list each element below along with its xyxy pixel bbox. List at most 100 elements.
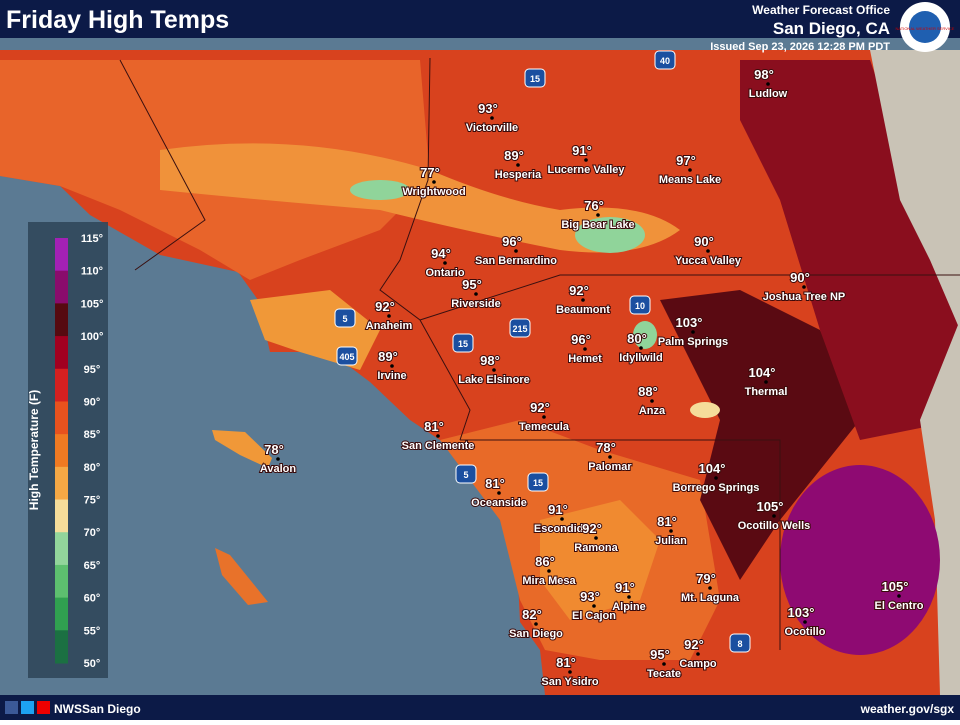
highway-label: 15: [458, 339, 468, 349]
logo-inner: [909, 11, 941, 43]
legend-tick: 65°: [84, 560, 101, 572]
city-name: Wrightwood: [402, 186, 465, 198]
city-dot: [772, 514, 776, 518]
city-temp: 96°: [571, 332, 591, 347]
legend-band: [55, 303, 68, 337]
city-dot: [708, 586, 712, 590]
city-temp: 77°: [420, 165, 440, 180]
city-dot: [650, 399, 654, 403]
header-bar: [0, 0, 960, 38]
social: NWSSan Diego: [54, 702, 141, 716]
city-temp: 81°: [424, 419, 444, 434]
city-temp: 98°: [480, 353, 500, 368]
location: San Diego, CA: [773, 19, 890, 38]
desert-hot: [660, 290, 860, 580]
city-dot: [474, 292, 478, 296]
city-name: San Ysidro: [541, 676, 599, 688]
highway-shield: [527, 472, 549, 492]
icon: [37, 701, 50, 714]
city-temp: 104°: [699, 461, 726, 476]
legend-band: [55, 532, 68, 566]
city-temp: 78°: [264, 442, 284, 457]
footer-bar: [0, 695, 960, 720]
city-name: Anza: [639, 405, 666, 417]
imperial-hot: [780, 465, 940, 655]
city-name: Escondido: [534, 523, 591, 535]
logo-text: NATIONAL WEATHER SERVICE: [896, 26, 955, 31]
city-name: Temecula: [519, 421, 570, 433]
city-name: Borrego Springs: [673, 482, 760, 494]
legend-tick: 55°: [84, 625, 101, 637]
city-name: Mira Mesa: [522, 575, 576, 587]
highway-label: 10: [635, 301, 645, 311]
city-temp: 92°: [569, 283, 589, 298]
city-dot: [608, 455, 612, 459]
highway-shield: [452, 333, 474, 353]
highway-label: 15: [530, 74, 540, 84]
city-dot: [547, 569, 551, 573]
city-dot: [594, 536, 598, 540]
city-temp: 92°: [375, 299, 395, 314]
city-name: Alpine: [612, 601, 646, 613]
city-name: Idyllwild: [619, 352, 662, 364]
highway-label: 5: [342, 314, 347, 324]
city-dot: [516, 163, 520, 167]
highway-shield: [629, 295, 651, 315]
legend-tick: 90°: [84, 396, 101, 408]
highway-shield: [729, 633, 751, 653]
city-dot: [432, 180, 436, 184]
city-temp: 105°: [757, 499, 784, 514]
city-dot: [276, 457, 280, 461]
legend-tick: 105°: [81, 298, 104, 310]
legend-band: [55, 336, 68, 370]
city-temp: 105°: [882, 579, 909, 594]
city-dot: [568, 670, 572, 674]
city-temp: 93°: [478, 101, 498, 116]
icon: [5, 701, 18, 714]
legend-tick: 95°: [84, 364, 101, 376]
city-dot: [497, 491, 501, 495]
city-name: Victorville: [466, 122, 518, 134]
legend-band: [55, 564, 68, 599]
city-dot: [596, 213, 600, 217]
highway-shield: [455, 464, 477, 484]
city-temp: 95°: [650, 647, 670, 662]
cool-spot: [690, 402, 720, 418]
cool-spot: [575, 217, 645, 253]
city-dot: [662, 662, 666, 666]
city-dot: [443, 261, 447, 265]
city-name: Irvine: [377, 370, 406, 382]
city-name: Joshua Tree NP: [763, 291, 846, 303]
city-dot: [639, 346, 643, 350]
city-name: Campo: [679, 658, 717, 670]
city-name: Ramona: [574, 542, 618, 554]
city-name: Riverside: [451, 298, 501, 310]
city-temp: 95°: [462, 277, 482, 292]
legend-band: [55, 401, 68, 435]
city-name: San Diego: [509, 628, 563, 640]
city-name: Big Bear Lake: [561, 219, 634, 231]
mojave-hot: [740, 60, 960, 440]
city-temp: 89°: [378, 349, 398, 364]
city-dot: [696, 652, 700, 656]
city-name: Palm Springs: [658, 336, 728, 348]
city-name: Ocotillo Wells: [738, 520, 811, 532]
city-dot: [714, 476, 718, 480]
city-temp: 91°: [572, 143, 592, 158]
highway-shield: [509, 318, 531, 338]
city-temp: 97°: [676, 153, 696, 168]
legend-tick: 115°: [81, 233, 103, 245]
office: Weather Forecast Office: [752, 3, 890, 17]
city-name: Lucerne Valley: [547, 164, 625, 176]
legend-tick: 110°: [81, 266, 103, 278]
highway-label: 5: [463, 470, 468, 480]
legend-tick: 60°: [84, 593, 101, 605]
highway-shield: [336, 346, 358, 366]
city-dot: [691, 330, 695, 334]
city-name: Julian: [655, 535, 687, 547]
city-name: Beaumont: [556, 304, 610, 316]
legend-tick: 85°: [84, 429, 101, 441]
city-dot: [514, 249, 518, 253]
city-name: El Cajon: [572, 610, 616, 622]
